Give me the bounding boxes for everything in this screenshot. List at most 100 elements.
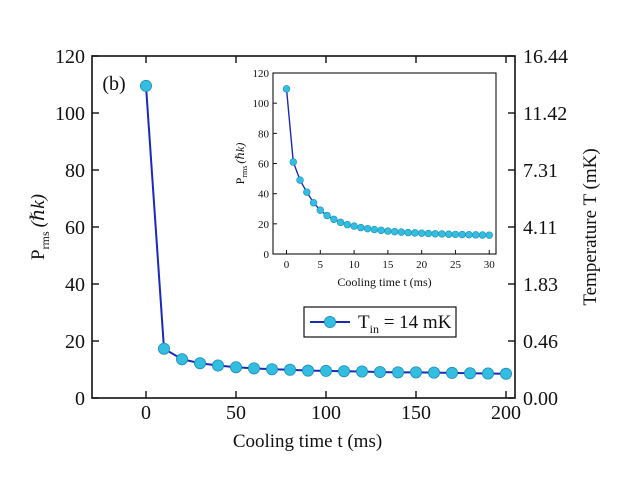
inset-data-point xyxy=(444,230,453,238)
inset-frame xyxy=(272,72,497,255)
inset-data-point xyxy=(323,211,331,220)
legend-marker xyxy=(323,315,336,328)
inset-plot: 0 5 10 15 20 25 30 0 20 40 60 80 100 120 Cooling time … xyxy=(233,68,497,289)
data-point xyxy=(229,361,242,374)
data-point xyxy=(409,366,422,379)
inset-data-point xyxy=(417,229,426,237)
data-point xyxy=(427,366,440,379)
y-tick-label: 60 xyxy=(65,217,85,239)
inset-data-point xyxy=(438,230,446,238)
inset-y-tick-label: 0 xyxy=(264,249,270,261)
inset-x-tick-label: 15 xyxy=(382,259,394,271)
inset-x-tick-label: 10 xyxy=(349,259,361,271)
inset-data-point xyxy=(458,230,466,239)
inset-y-label-main: P xyxy=(233,177,247,184)
inset-data-point xyxy=(309,199,318,207)
y-tick-label: 100 xyxy=(55,103,85,125)
inset-y-tick-label: 60 xyxy=(258,159,270,171)
x-tick-label: 0 xyxy=(141,402,151,424)
y-axis-label: Prms (ℏk) xyxy=(28,194,52,260)
inset-y-tick-label: 100 xyxy=(253,98,270,110)
inset-x-tick-label: 20 xyxy=(416,259,428,271)
data-point xyxy=(175,353,188,366)
inset-data-point xyxy=(377,226,385,235)
data-point xyxy=(373,366,386,379)
inset-data-point xyxy=(451,230,460,239)
inset-data-point xyxy=(336,218,345,227)
inset-data-point xyxy=(478,231,487,239)
y2-axis-label: Temperature T (mK) xyxy=(580,148,601,305)
x-axis-label: Cooling time t (ms) xyxy=(233,431,382,452)
panel-label: (b) xyxy=(102,73,125,95)
inset-data-point xyxy=(303,188,311,196)
inset-data-point xyxy=(472,231,480,239)
inset-data-point xyxy=(330,215,338,224)
y2-tick-label: 1.83 xyxy=(523,274,558,296)
data-point xyxy=(247,362,260,375)
inset-y-label-unit: (ℏk) xyxy=(233,143,247,164)
inset-x-tick-label: 30 xyxy=(484,259,496,271)
inset-data-point xyxy=(485,231,493,239)
inset-data-point xyxy=(289,158,297,166)
inset-y-tick-label: 120 xyxy=(253,68,270,80)
inset-data-point xyxy=(357,223,365,232)
inset-data-point xyxy=(282,85,291,93)
inset-y-axis-label: Prms (ℏk) xyxy=(233,143,249,185)
inset-data-point xyxy=(316,206,325,214)
data-point xyxy=(445,366,458,379)
data-point xyxy=(265,363,278,376)
inset-data-point xyxy=(404,228,412,237)
inset-y-tick-label: 20 xyxy=(258,219,270,231)
inset-data-point xyxy=(296,176,304,184)
data-point xyxy=(499,367,512,380)
data-point xyxy=(157,342,170,355)
y-tick-label: 0 xyxy=(75,388,85,410)
inset-y-label-sub: rms xyxy=(240,166,249,178)
data-point xyxy=(355,365,368,378)
data-point xyxy=(337,365,350,378)
inset-x-tick-label: 5 xyxy=(318,259,324,271)
data-point xyxy=(193,357,206,370)
inset-data-point xyxy=(370,225,379,234)
y-axis-label-sub: rms xyxy=(38,231,52,249)
data-point xyxy=(463,367,476,380)
legend-label-rest: = 14 mK xyxy=(379,312,452,333)
y2-tick-label: 7.31 xyxy=(523,160,558,182)
inset-x-axis-label: Cooling time t (ms) xyxy=(337,275,431,289)
y2-tick-label: 11.42 xyxy=(523,103,567,125)
legend-label-main: T xyxy=(358,312,370,333)
data-point xyxy=(211,359,224,372)
y2-tick-label: 0.46 xyxy=(523,331,558,353)
data-point xyxy=(139,79,152,92)
inset-data-point xyxy=(363,224,372,233)
y2-tick-label: 4.11 xyxy=(523,217,557,239)
inset-y-tick-label: 80 xyxy=(258,128,270,140)
inset-data-point xyxy=(431,230,439,238)
x-tick-label: 50 xyxy=(226,402,246,424)
x-tick-label: 150 xyxy=(401,402,431,424)
inset-data-point xyxy=(384,227,392,235)
inset-data-point xyxy=(397,228,406,236)
data-point xyxy=(283,363,296,376)
inset-x-tick-label: 25 xyxy=(450,259,462,271)
data-point xyxy=(481,367,494,380)
y-axis-label-unit: (ℏk) xyxy=(28,194,49,227)
legend-label: Tin = 14 mK xyxy=(358,312,452,336)
inset-data-point xyxy=(424,229,433,238)
main-plot: 0 50 100 150 2000204060801001200.000.461.834… xyxy=(28,46,601,452)
inset-data-point xyxy=(343,220,352,229)
x-tick-label: 200 xyxy=(491,402,521,424)
y2-tick-label: 0.00 xyxy=(523,388,558,410)
inset-y-tick-label: 40 xyxy=(258,189,270,201)
y-tick-label: 120 xyxy=(55,46,85,68)
y-tick-label: 20 xyxy=(65,331,85,353)
data-point xyxy=(319,364,332,377)
data-point xyxy=(391,366,404,379)
y-tick-label: 40 xyxy=(65,274,85,296)
inset-data-point xyxy=(350,222,358,230)
legend-label-sub: in xyxy=(370,322,379,336)
data-point xyxy=(301,364,314,377)
y-axis-label-main: P xyxy=(28,249,49,260)
